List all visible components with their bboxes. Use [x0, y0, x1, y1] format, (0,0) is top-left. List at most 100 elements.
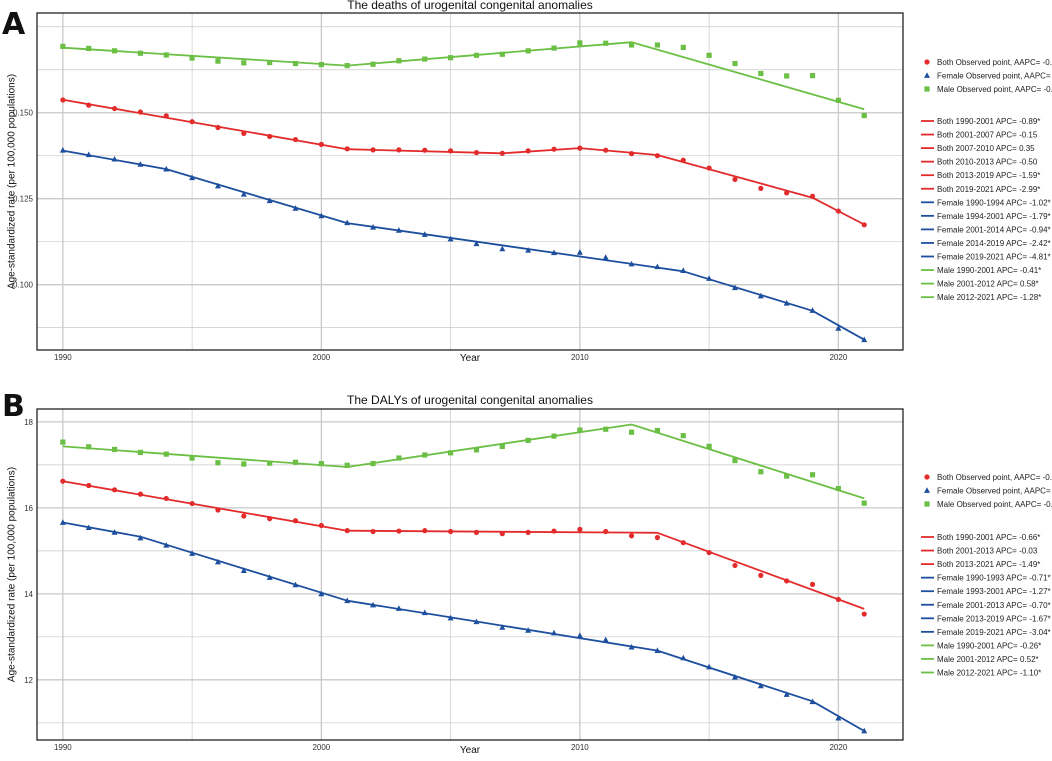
data-point-both	[551, 146, 557, 152]
fit-line-male	[62, 423, 865, 500]
y-tick-label: 18	[24, 418, 33, 427]
data-point-both	[292, 518, 299, 524]
data-point-both	[241, 130, 247, 136]
x-tick-label: 2010	[571, 353, 589, 362]
data-point-both	[577, 145, 583, 151]
legend-label: Both 2007-2010 APC= 0.35	[937, 144, 1035, 153]
data-point-female	[163, 542, 170, 548]
data-point-female	[395, 227, 402, 233]
legend-label: Female Observed point, AAPC= -1.19	[937, 487, 1052, 496]
data-point-male	[758, 469, 764, 475]
data-point-both	[706, 165, 712, 171]
data-point-male	[835, 485, 841, 492]
data-point-female	[189, 550, 196, 556]
grid	[37, 13, 903, 350]
data-point-female	[628, 643, 635, 650]
data-point-male	[680, 44, 686, 50]
data-point-male	[111, 48, 118, 54]
legend-label: Female 2019-2021 APC= -3.04*	[937, 628, 1051, 637]
data-point-male	[370, 460, 376, 467]
data-point-male	[551, 45, 557, 51]
legend-label: Male 2001-2012 APC= 0.58*	[937, 280, 1039, 289]
data-point-male	[473, 52, 480, 58]
data-point-female	[137, 534, 144, 541]
data-point-both	[86, 102, 92, 108]
data-point-male	[499, 51, 505, 57]
legend-label: Female 2001-2014 APC= -0.94*	[937, 225, 1051, 234]
fit-line-female	[62, 149, 865, 341]
data-point-female	[59, 519, 66, 525]
data-point-both	[654, 153, 661, 159]
data-point-both	[448, 528, 454, 535]
data-point-male	[267, 59, 273, 66]
data-point-male	[344, 462, 350, 468]
data-point-both	[473, 150, 480, 156]
legend-label: Male 2012-2021 APC= -1.28*	[937, 293, 1041, 302]
data-point-male	[318, 61, 324, 68]
legend-label: Female 2014-2019 APC= -2.42*	[937, 239, 1051, 248]
data-point-both	[318, 141, 324, 147]
data-point-both	[628, 533, 635, 539]
legend-label: Female 1993-2001 APC= -1.27*	[937, 587, 1051, 596]
data-point-both	[137, 491, 144, 497]
data-point-female	[137, 161, 144, 167]
data-point-female	[292, 205, 299, 211]
legend-label: Both Observed point, AAPC= -0.87	[937, 58, 1052, 67]
legend-label: Both Observed point, AAPC= -0.63	[937, 473, 1052, 482]
data-point-both	[163, 113, 169, 119]
legend-label: Both 2013-2019 APC= -1.59*	[937, 171, 1040, 180]
legend-label: Both 2010-2013 APC= -0.50	[937, 158, 1038, 167]
legend-marker-both	[924, 59, 930, 65]
y-tick-label: 0.100	[13, 281, 34, 290]
data-point-male	[577, 427, 583, 433]
data-point-male	[654, 427, 661, 434]
data-point-female	[421, 609, 428, 616]
data-point-female	[576, 249, 583, 255]
data-point-male	[809, 72, 816, 79]
data-point-male	[448, 450, 454, 456]
data-point-female	[551, 249, 558, 256]
data-point-male	[292, 459, 299, 465]
data-point-both	[603, 528, 609, 535]
data-point-male	[396, 58, 402, 64]
legend-marker-male	[924, 501, 930, 507]
chart-title: The DALYs of urogenital congenital anoma…	[347, 393, 593, 407]
data-point-female	[370, 601, 377, 608]
legend-label: Both 2001-2013 APC= -0.03	[937, 547, 1038, 556]
y-axis-label: Age-standardized rate (per 100,000 popul…	[6, 467, 17, 682]
data-point-female	[266, 574, 273, 580]
data-point-female	[602, 636, 609, 643]
data-point-female	[473, 618, 480, 625]
data-point-male	[189, 55, 195, 61]
data-point-male	[706, 443, 712, 449]
data-point-both	[861, 611, 867, 617]
fit-line-female	[62, 521, 865, 732]
data-point-both	[215, 507, 221, 513]
data-point-male	[628, 429, 635, 435]
data-point-both	[370, 528, 376, 535]
data-point-female	[111, 529, 118, 535]
data-point-both	[784, 190, 790, 196]
fit-line-both	[62, 98, 865, 226]
series-female	[59, 519, 868, 734]
x-tick-label: 2000	[312, 743, 330, 752]
fit-line-male	[62, 41, 865, 111]
y-tick-label: 16	[24, 504, 33, 513]
data-point-male	[163, 52, 169, 58]
data-point-female	[525, 247, 532, 253]
data-point-female	[370, 224, 377, 230]
series-male	[60, 423, 867, 506]
data-point-both	[525, 148, 531, 154]
y-axis-label: Age-standardized rate (per 100,000 popul…	[6, 74, 17, 289]
data-point-female	[318, 212, 325, 219]
data-point-both	[525, 529, 531, 535]
data-point-female	[499, 624, 506, 630]
data-point-female	[731, 674, 738, 680]
legend-label: Male 2012-2021 APC= -1.10*	[937, 669, 1041, 678]
legend-label: Both 2013-2021 APC= -1.49*	[937, 560, 1040, 569]
data-point-both	[809, 193, 816, 199]
data-point-male	[86, 45, 92, 52]
data-point-female	[421, 231, 428, 237]
data-point-both	[267, 516, 273, 522]
data-point-both	[499, 531, 505, 537]
